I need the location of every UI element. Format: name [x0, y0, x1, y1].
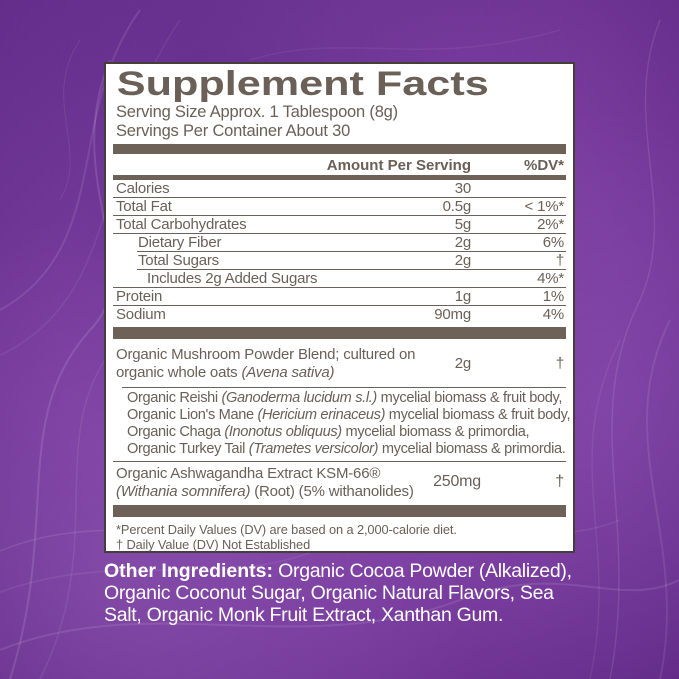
nutrition-row-total-fat: Total Fat 0.5g < 1%*	[113, 197, 566, 215]
nutrition-row-dietary-fiber: Dietary Fiber 2g 6%	[113, 233, 566, 251]
other-ingredients-list: Organic Cocoa Powder (Alkalized), Organi…	[104, 560, 572, 626]
amount-per-serving-header: Amount Per Serving	[326, 157, 471, 174]
serving-size-text: Serving Size Approx. 1 Tablespoon (8g)	[116, 103, 398, 121]
nutrition-row-calories: Calories 30	[113, 179, 566, 197]
ashwagandha-details: (Root) (5% withanolides)	[250, 482, 414, 500]
supplement-facts-panel: Supplement Facts Serving Size Approx. 1 …	[104, 62, 575, 553]
divider-bar-bottom	[113, 505, 566, 517]
footnotes: *Percent Daily Values (DV) are based on …	[113, 517, 566, 552]
blend-dv-dagger: †	[555, 355, 564, 372]
panel-title: Supplement Facts	[116, 65, 489, 103]
footnote-dagger: † Daily Value (DV) Not Established	[116, 537, 311, 552]
sub-ingredient-reishi: Organic Reishi (Ganoderma lucidum s.l.) …	[127, 390, 563, 406]
mushroom-sub-ingredients: Organic Reishi (Ganoderma lucidum s.l.) …	[122, 387, 571, 461]
nutrition-row-total-carbohydrates: Total Carbohydrates 5g 2%*	[113, 215, 566, 233]
blend-amount: 2g	[454, 355, 472, 372]
other-ingredients-label: Other Ingredients:	[104, 560, 274, 582]
ashwagandha-row: Organic Ashwagandha Extract KSM-66® (Wit…	[113, 461, 566, 501]
header-separator-bar	[113, 175, 566, 179]
nutrition-row-added-sugars: Includes 2g Added Sugars 4%*	[137, 269, 566, 287]
sub-ingredient-turkey-tail: Organic Turkey Tail (Trametes versicolor…	[127, 441, 566, 457]
sub-ingredient-lions-mane: Organic Lion's Mane (Hericium erinaceus)…	[127, 407, 571, 423]
divider-bar-middle	[113, 327, 566, 339]
sub-ingredient-chaga: Organic Chaga (Inonotus obliquus) myceli…	[127, 424, 530, 440]
footnote-percent-dv: *Percent Daily Values (DV) are based on …	[116, 522, 457, 537]
nutrition-row-sodium: Sodium 90mg 4%	[113, 305, 566, 323]
dv-header: %DV*	[523, 157, 564, 174]
blend-text: Organic Mushroom Powder Blend; cultured …	[116, 346, 416, 381]
ashwagandha-name: Organic Ashwagandha Extract KSM-66®	[116, 465, 381, 482]
ashwagandha-dv-dagger: †	[555, 473, 564, 490]
ashwagandha-latin-name: (Withania somnifera)	[116, 482, 251, 500]
mushroom-blend-row: Organic Mushroom Powder Blend; cultured …	[113, 339, 566, 382]
column-header-row: Amount Per Serving %DV*	[113, 154, 566, 175]
nutrition-row-protein: Protein 1g 1%	[113, 287, 566, 305]
servings-per-container-text: Servings Per Container About 30	[116, 122, 351, 140]
divider-bar-top	[113, 144, 566, 154]
nutrition-row-total-sugars: Total Sugars 2g †	[137, 251, 566, 269]
blend-latin-name: (Avena sativa)	[241, 363, 335, 381]
ashwagandha-amount: 250mg	[433, 473, 481, 490]
other-ingredients-text: Other Ingredients: Organic Cocoa Powder …	[104, 560, 578, 626]
